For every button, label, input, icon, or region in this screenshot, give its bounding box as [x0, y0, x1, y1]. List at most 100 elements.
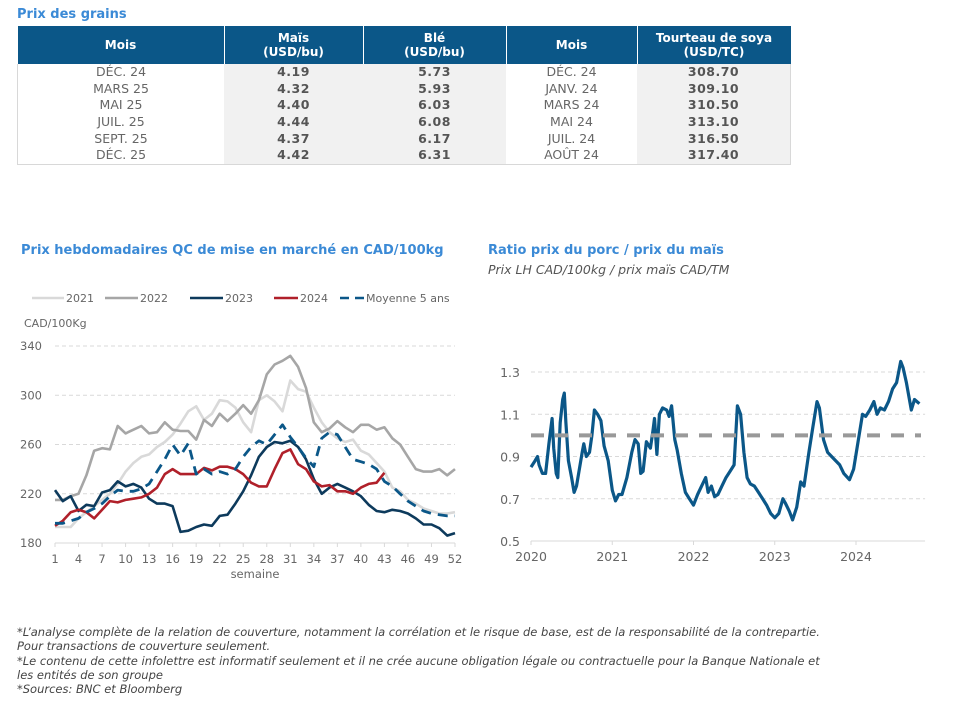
- grains-price-table: Mois Maïs (USD/bu) Blé (USD/bu) Mois Tourt…: [17, 26, 791, 165]
- legend-item: 2021: [32, 292, 94, 305]
- cell-mois: DÉC. 25: [17, 146, 224, 165]
- legend-item: 2022: [105, 292, 168, 305]
- cell-soya: 309.10: [637, 80, 791, 98]
- cell-soya: 308.70: [637, 64, 791, 81]
- legend-label: 2022: [140, 292, 168, 305]
- chart2-subtitle: Prix LH CAD/100kg / prix maïs CAD/TM: [488, 262, 730, 277]
- cell-mois2: DÉC. 24: [506, 64, 637, 81]
- y-tick-label: 260: [20, 438, 42, 452]
- x-tick-label: 46: [401, 552, 416, 566]
- cell-ble: 6.08: [363, 113, 506, 131]
- cell-mois2: MARS 24: [506, 97, 637, 114]
- cell-soya: 310.50: [637, 97, 791, 114]
- x-axis-label: semaine: [231, 567, 280, 581]
- cell-mais: 4.42: [224, 146, 363, 165]
- table-row: JUIL. 25 4.44 6.08 MAI 24 313.10: [17, 113, 791, 131]
- x-tick-label: 1: [51, 552, 58, 566]
- cell-mois2: JUIL. 24: [506, 130, 637, 147]
- y-tick-label: 180: [20, 536, 42, 550]
- legend-item: Moyenne 5 ans: [340, 292, 450, 305]
- x-tick-label: 31: [283, 552, 298, 566]
- y-tick-label: 0.9: [500, 450, 520, 465]
- chart1-title: Prix hebdomadaires QC de mise en marché …: [21, 243, 444, 258]
- y-tick-label: 0.7: [500, 492, 520, 507]
- cell-mois2: JANV. 24: [506, 80, 637, 98]
- cell-mois: SEPT. 25: [17, 130, 224, 147]
- x-tick-label: 4: [75, 552, 82, 566]
- cell-mais: 4.37: [224, 130, 363, 147]
- x-tick-label: 22: [212, 552, 227, 566]
- table-header-row: Mois Maïs (USD/bu) Blé (USD/bu) Mois Tourt…: [17, 26, 791, 64]
- legend-item: 2024: [274, 292, 328, 305]
- chart2-title: Ratio prix du porc / prix du maïs: [488, 243, 724, 258]
- series-line-2022: [55, 354, 456, 502]
- cell-ble: 6.17: [363, 130, 506, 147]
- header-ble: Blé (USD/bu): [363, 26, 507, 64]
- legend-label: 2021: [66, 292, 94, 305]
- cell-soya: 316.50: [637, 130, 791, 147]
- ratio-line: [529, 359, 921, 522]
- header-mois-2: Mois: [506, 26, 638, 64]
- footnote-3: *Le contenu de cette infolettre est info…: [17, 653, 820, 668]
- header-mois: Mois: [17, 26, 225, 64]
- cell-ble: 5.73: [363, 64, 506, 81]
- grains-title: Prix des grains: [17, 7, 127, 22]
- cell-ble: 6.31: [363, 146, 506, 165]
- x-tick-label: 2021: [596, 549, 628, 564]
- series-line-moyenne-5-ans: [55, 423, 455, 525]
- x-tick-label: 10: [118, 552, 133, 566]
- y-tick-label: 300: [20, 388, 42, 402]
- series-line-2024: [54, 448, 386, 527]
- legend-label: Moyenne 5 ans: [366, 292, 450, 305]
- x-tick-label: 52: [448, 552, 463, 566]
- cell-mois2: MAI 24: [506, 113, 637, 131]
- series-line-2021: [55, 379, 456, 529]
- table-row: MARS 25 4.32 5.93 JANV. 24 309.10: [17, 80, 791, 98]
- cell-soya: 317.40: [637, 146, 791, 165]
- x-tick-label: 2024: [840, 549, 872, 564]
- cell-mais: 4.32: [224, 80, 363, 98]
- x-tick-label: 19: [189, 552, 204, 566]
- y-tick-label: 0.5: [500, 534, 520, 549]
- footnote-1: *L’analyse complète de la relation de co…: [17, 625, 820, 639]
- cell-mois: JUIL. 25: [17, 113, 224, 131]
- y-axis-label: CAD/100Kg: [24, 317, 87, 330]
- x-tick-label: 40: [354, 552, 369, 566]
- x-tick-label: 49: [424, 552, 439, 566]
- series-line-2023: [53, 439, 456, 537]
- x-tick-label: 34: [307, 552, 322, 566]
- cell-mais: 4.40: [224, 97, 363, 114]
- y-tick-label: 220: [20, 487, 42, 501]
- footnotes: *L’analyse complète de la relation de co…: [17, 625, 947, 696]
- x-tick-label: 25: [236, 552, 251, 566]
- header-mais: Maïs (USD/bu): [224, 26, 364, 64]
- cell-mois: DÉC. 24: [17, 64, 224, 81]
- table-row: SEPT. 25 4.37 6.17 JUIL. 24 316.50: [17, 130, 791, 147]
- x-tick-label: 2020: [515, 549, 547, 564]
- y-tick-label: 1.1: [500, 407, 520, 422]
- x-tick-label: 13: [142, 552, 157, 566]
- table-row: MAI 25 4.40 6.03 MARS 24 310.50: [17, 97, 791, 114]
- y-tick-label: 1.3: [500, 365, 520, 380]
- cell-mais: 4.19: [224, 64, 363, 81]
- chart1-legend: 2021 2022 2023 2024 Moyenne 5 ans: [32, 292, 450, 305]
- legend-item: 2023: [190, 292, 253, 305]
- footnote-5: *Sources: BNC et Bloomberg: [17, 682, 183, 697]
- table-row: DÉC. 24 4.19 5.73 DÉC. 24 308.70: [17, 64, 791, 81]
- table-row: DÉC. 25 4.42 6.31 AOÛT 24 317.40: [17, 146, 791, 165]
- cell-mois: MAI 25: [17, 97, 224, 114]
- cell-soya: 313.10: [637, 113, 791, 131]
- cell-ble: 6.03: [363, 97, 506, 114]
- cell-mois2: AOÛT 24: [506, 146, 637, 165]
- x-tick-label: 2023: [759, 549, 791, 564]
- footnote-2: Pour transactions de couverture seulemen…: [17, 639, 271, 654]
- x-tick-label: 16: [165, 552, 180, 566]
- x-tick-label: 7: [98, 552, 105, 566]
- cell-ble: 5.93: [363, 80, 506, 98]
- cell-mais: 4.44: [224, 113, 363, 131]
- cell-mois: MARS 25: [17, 80, 224, 98]
- x-tick-label: 43: [377, 552, 392, 566]
- legend-label: 2024: [300, 292, 328, 305]
- y-tick-label: 340: [20, 339, 42, 353]
